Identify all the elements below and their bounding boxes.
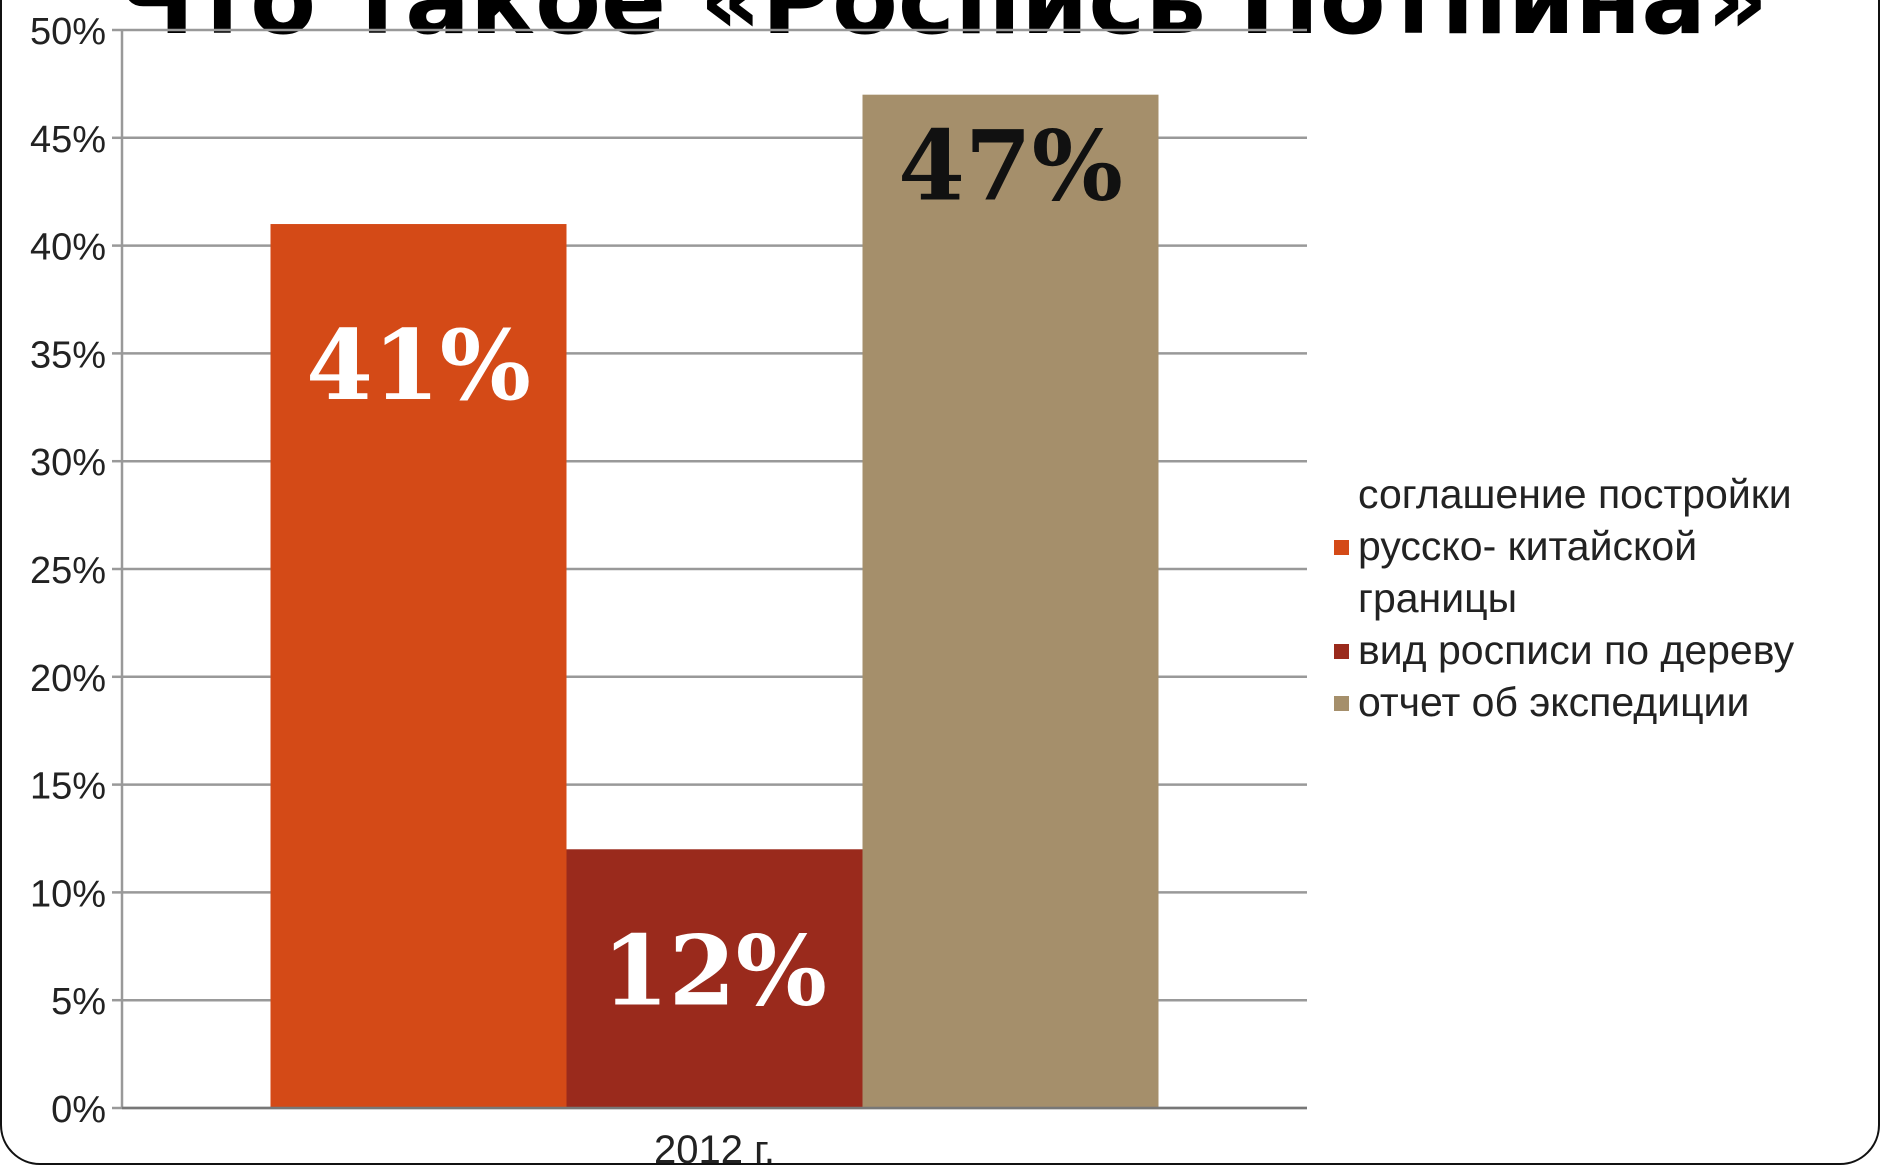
legend-label-line: соглашение постройки — [1358, 471, 1792, 517]
data-label-3: 47% — [898, 110, 1123, 223]
data-labels: 41% 12% 47% — [306, 110, 1123, 1028]
y-tick-label: 5% — [51, 981, 106, 1023]
legend-label-line: русско- китайской — [1358, 523, 1698, 569]
legend-item-3: отчет об экспедиции — [1334, 676, 1879, 728]
y-tick-label: 50% — [30, 11, 106, 53]
y-tick-label: 25% — [30, 550, 106, 592]
y-axis: 0% 5% 10% 15% 20% 25% 30% 35% 40% 45% 50% — [30, 11, 124, 1131]
y-tick-label: 10% — [30, 873, 106, 915]
y-tick-label: 15% — [30, 766, 106, 808]
bar-3 — [862, 94, 1159, 1109]
legend-item-1: соглашение постройки русско- китайской гра… — [1334, 468, 1879, 624]
y-tick-label: 45% — [30, 119, 106, 161]
y-tick-label: 30% — [30, 442, 106, 484]
legend-swatch — [1334, 540, 1349, 555]
x-axis: 2012 г. — [122, 1106, 1307, 1170]
legend-label-line: вид росписи по дереву — [1358, 627, 1795, 673]
legend: соглашение постройки русско- китайской гра… — [1334, 468, 1879, 728]
legend-label-line: границы — [1358, 575, 1518, 621]
legend-swatch — [1334, 696, 1349, 711]
data-label-1: 41% — [306, 309, 531, 422]
slide-title: Что такое «Роспись Потпина» — [116, 0, 1769, 56]
legend-swatch — [1334, 644, 1349, 659]
y-tick-label: 40% — [30, 227, 106, 269]
bar-chart: 0% 5% 10% 15% 20% 25% 30% 35% 40% 45% 50% 41% 12% 47… — [30, 11, 1307, 1170]
x-category-label: 2012 г. — [654, 1128, 775, 1170]
y-tick-label: 0% — [51, 1089, 106, 1131]
y-tick-label: 35% — [30, 334, 106, 376]
bars — [270, 94, 1159, 1109]
data-label-2: 12% — [602, 914, 827, 1027]
legend-item-2: вид росписи по дереву — [1334, 624, 1879, 676]
bar-2 — [566, 849, 863, 1108]
legend-label-line: отчет об экспедиции — [1358, 679, 1750, 725]
bar-1 — [270, 224, 567, 1109]
y-tick-label: 20% — [30, 658, 106, 700]
